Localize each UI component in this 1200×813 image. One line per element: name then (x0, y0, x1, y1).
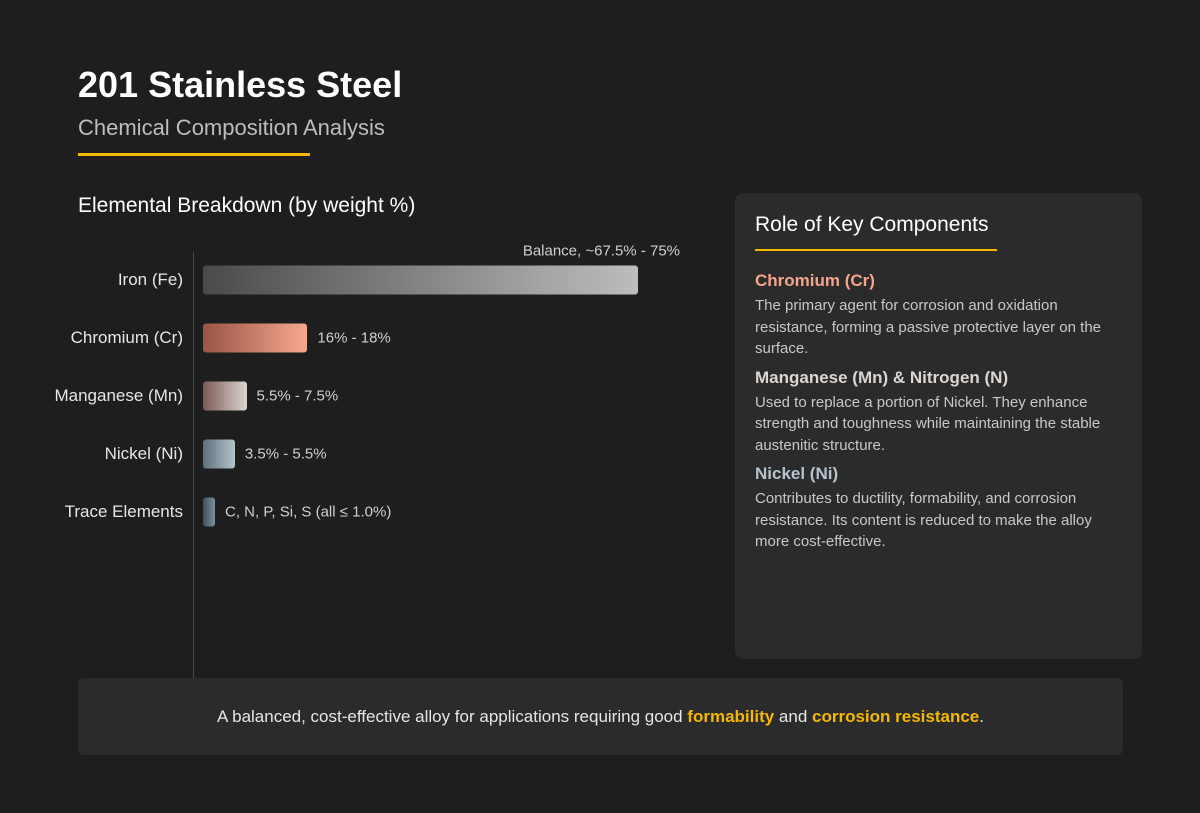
summary-text: and (774, 706, 813, 726)
bar (203, 265, 638, 295)
chart-axis-line (193, 252, 194, 678)
data-label: 16% - 18% (317, 329, 391, 347)
key-components-panel: Role of Key Components Chromium (Cr) The… (735, 193, 1142, 659)
component-description: Used to replace a portion of Nickel. The… (755, 393, 1101, 454)
component-description: Contributes to ductility, formability, a… (755, 490, 1092, 550)
category-label: Chromium (Cr) (70, 328, 183, 347)
data-label: Balance, ~67.5% - 75% (522, 242, 680, 260)
summary-text: . (979, 706, 984, 726)
component-heading: Manganese (Mn) & Nitrogen (N) (755, 367, 1009, 387)
category-label: Manganese (Mn) (54, 386, 183, 405)
title-underline (78, 153, 310, 156)
highlight-corrosion-resistance: corrosion resistance (812, 706, 980, 726)
summary-text: A balanced, cost-effective alloy for app… (216, 706, 688, 726)
page-subtitle: Chemical Composition Analysis (78, 115, 385, 140)
data-label: 3.5% - 5.5% (244, 445, 327, 463)
summary-banner: A balanced, cost-effective alloy for app… (78, 678, 1123, 755)
component-description: The primary agent for corrosion and oxid… (755, 297, 1102, 357)
category-label: Trace Elements (64, 502, 183, 521)
component-heading: Chromium (Cr) (755, 271, 875, 290)
chart-title: Elemental Breakdown (by weight %) (78, 194, 416, 217)
category-label: Nickel (Ni) (104, 444, 183, 463)
panel-title: Role of Key Components (755, 213, 989, 236)
bar (203, 323, 308, 353)
data-label: 5.5% - 7.5% (256, 387, 339, 405)
category-label: Iron (Fe) (117, 270, 183, 289)
page-title: 201 Stainless Steel (78, 64, 403, 105)
bar (203, 439, 235, 469)
highlight-formability: formability (687, 706, 775, 726)
bar (203, 497, 215, 527)
component-heading: Nickel (Ni) (755, 464, 839, 483)
panel-title-underline (755, 249, 997, 251)
bar (203, 381, 247, 411)
data-label: C, N, P, Si, S (all ≤ 1.0%) (225, 503, 392, 521)
